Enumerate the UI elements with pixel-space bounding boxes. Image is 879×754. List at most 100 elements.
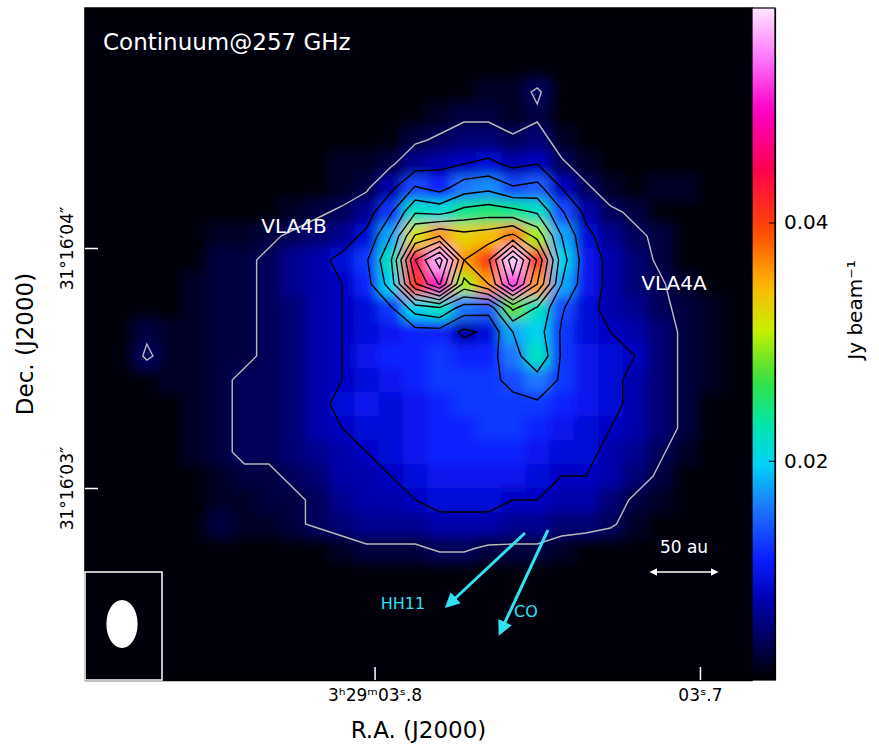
heatmap-cell <box>671 416 696 441</box>
heatmap-cell <box>208 152 233 177</box>
heatmap-cell <box>549 128 574 153</box>
heatmap-cell <box>720 296 745 321</box>
tick-mark <box>374 667 376 680</box>
heatmap-cell <box>330 80 355 105</box>
heatmap-cell <box>476 320 501 345</box>
heatmap-cell <box>354 488 379 513</box>
heatmap-cell <box>183 512 208 537</box>
heatmap-cell <box>354 344 379 369</box>
heatmap-cell <box>696 104 721 129</box>
heatmap-cell <box>208 488 233 513</box>
heatmap-cell <box>452 440 477 465</box>
heatmap-cell <box>720 224 745 249</box>
heatmap-cell <box>330 608 355 633</box>
heatmap-cell <box>354 560 379 585</box>
heatmap-cell <box>745 488 752 513</box>
heatmap-cell <box>257 104 282 129</box>
heatmap-cell <box>574 8 599 33</box>
heatmap-cell <box>135 608 160 633</box>
heatmap-cell <box>232 128 257 153</box>
y-axis-title: Dec. (J2000) <box>12 273 38 415</box>
heatmap-cell <box>476 368 501 393</box>
heatmap-cell <box>354 128 379 153</box>
heatmap-cell <box>110 56 135 81</box>
heatmap-cell <box>257 608 282 633</box>
title: Continuum@257 GHz <box>103 29 351 55</box>
heatmap-cell <box>330 584 355 609</box>
heatmap-cell <box>159 80 184 105</box>
heatmap-cell <box>305 56 330 81</box>
heatmap-cell <box>427 632 452 657</box>
heatmap-cell <box>403 56 428 81</box>
heatmap-cell <box>354 272 379 297</box>
heatmap-cell <box>696 344 721 369</box>
heatmap-cell <box>330 56 355 81</box>
heatmap-cell <box>110 344 135 369</box>
heatmap-cell <box>183 560 208 585</box>
heatmap-cell <box>86 224 111 249</box>
heatmap-cell <box>257 320 282 345</box>
heatmap-cell <box>86 272 111 297</box>
heatmap-cell <box>476 8 501 33</box>
heatmap-cell <box>135 224 160 249</box>
heatmap-cell <box>525 392 550 417</box>
heatmap-cell <box>452 104 477 129</box>
heatmap-cell <box>159 344 184 369</box>
heatmap-cell <box>330 656 355 680</box>
heatmap-cell <box>305 416 330 441</box>
heatmap-cell <box>745 536 752 561</box>
heatmap-cell <box>671 128 696 153</box>
contours <box>143 88 678 552</box>
heatmap-cell <box>647 104 672 129</box>
heatmap-cell <box>86 368 111 393</box>
heatmap-cell <box>135 584 160 609</box>
heatmap-cell <box>671 440 696 465</box>
heatmap-cell <box>598 632 623 657</box>
heatmap-cell <box>86 320 111 345</box>
heatmap-cell <box>281 320 306 345</box>
heatmap-cell <box>427 560 452 585</box>
heatmap-cell <box>257 632 282 657</box>
heatmap-cell <box>379 104 404 129</box>
heatmap-cell <box>330 152 355 177</box>
heatmap-cell <box>696 80 721 105</box>
heatmap-cell <box>745 248 752 273</box>
heatmap-cell <box>427 56 452 81</box>
plot-frame <box>85 8 752 680</box>
heatmap-cell <box>549 56 574 81</box>
heatmap-cell <box>427 104 452 129</box>
heatmap-cell <box>135 656 160 680</box>
heatmap-cell <box>403 104 428 129</box>
heatmap-cell <box>403 536 428 561</box>
heatmap-cell <box>696 200 721 225</box>
heatmap-cell <box>549 344 574 369</box>
heatmap-cell <box>183 248 208 273</box>
heatmap-cell <box>135 320 160 345</box>
heatmap-cell <box>745 464 752 489</box>
heatmap-cell <box>330 176 355 201</box>
heatmap-cell <box>354 536 379 561</box>
heatmap-cell <box>720 368 745 393</box>
heatmap-cell <box>281 560 306 585</box>
heatmap-cell <box>696 584 721 609</box>
heatmap-cell <box>427 536 452 561</box>
outflow-arrow <box>447 533 525 606</box>
annotation: HH11 <box>381 594 425 613</box>
heatmap-cell <box>403 152 428 177</box>
heatmap-cell <box>671 200 696 225</box>
heatmap-cell <box>183 176 208 201</box>
heatmap-cell <box>305 536 330 561</box>
heatmap-cell <box>623 248 648 273</box>
heatmap-cell <box>281 632 306 657</box>
heatmap-cell <box>549 152 574 177</box>
heatmap-cell <box>110 224 135 249</box>
heatmap-cell <box>427 488 452 513</box>
heatmap-cell <box>720 536 745 561</box>
heatmap-cell <box>696 368 721 393</box>
tick-mark <box>85 488 98 490</box>
heatmap-cell <box>110 296 135 321</box>
colorbar-title: Jy beam⁻¹ <box>843 260 867 361</box>
heatmap-cell <box>86 200 111 225</box>
heatmap-cell <box>403 632 428 657</box>
heatmap-cell <box>720 656 745 680</box>
